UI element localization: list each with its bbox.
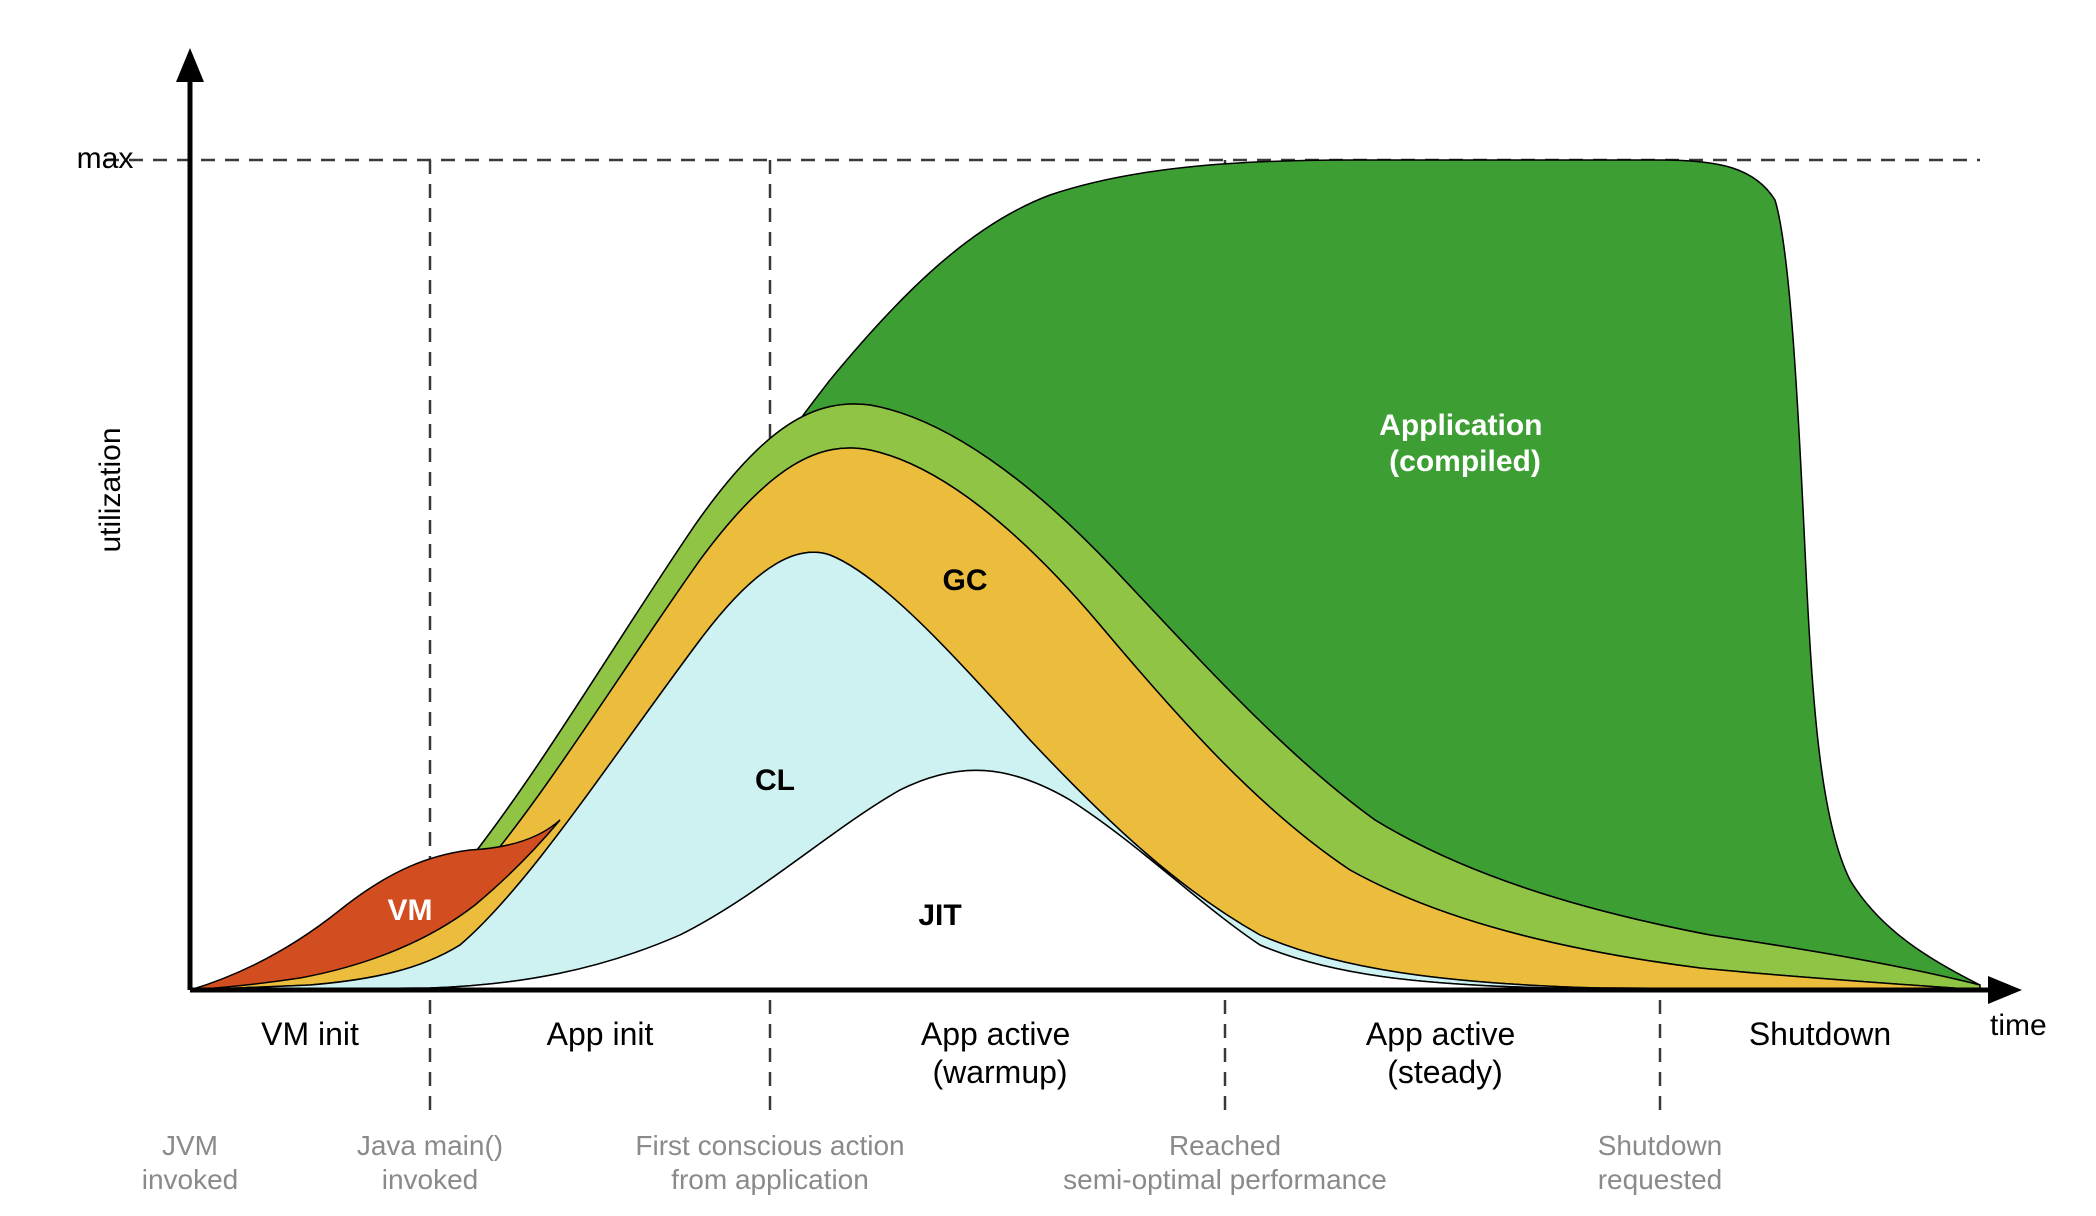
- area-label-gc: GC: [943, 564, 988, 597]
- milestone-4: Shutdownrequested: [1598, 1130, 1723, 1195]
- phase-app-warmup: App active (warmup): [921, 1016, 1079, 1090]
- x-axis-label: time: [1990, 1009, 2047, 1042]
- chart-svg: max utilization time VM init App init Ap…: [0, 0, 2096, 1216]
- chart-areas: [190, 160, 1980, 990]
- y-axis-label: utilization: [94, 427, 127, 552]
- milestone-1: Java main()invoked: [357, 1130, 503, 1195]
- y-axis-arrow: [176, 48, 204, 82]
- x-axis-arrow: [1988, 976, 2022, 1004]
- milestone-labels: JVMinvoked Java main()invoked First consci…: [142, 1130, 1723, 1195]
- phase-vm-init: VM init: [261, 1016, 359, 1052]
- area-label-jit: JIT: [918, 899, 961, 932]
- milestone-2: First conscious actionfrom application: [635, 1130, 904, 1195]
- phase-app-steady: App active (steady): [1366, 1016, 1524, 1090]
- milestone-0: JVMinvoked: [142, 1130, 239, 1195]
- milestone-3: Reachedsemi-optimal performance: [1063, 1130, 1387, 1195]
- jvm-lifecycle-chart: max utilization time VM init App init Ap…: [0, 0, 2096, 1216]
- area-label-cl: CL: [755, 764, 795, 797]
- area-label-vm: VM: [388, 894, 433, 927]
- phase-shutdown: Shutdown: [1749, 1016, 1891, 1052]
- y-tick-max: max: [77, 142, 134, 175]
- phase-app-init: App init: [547, 1016, 654, 1052]
